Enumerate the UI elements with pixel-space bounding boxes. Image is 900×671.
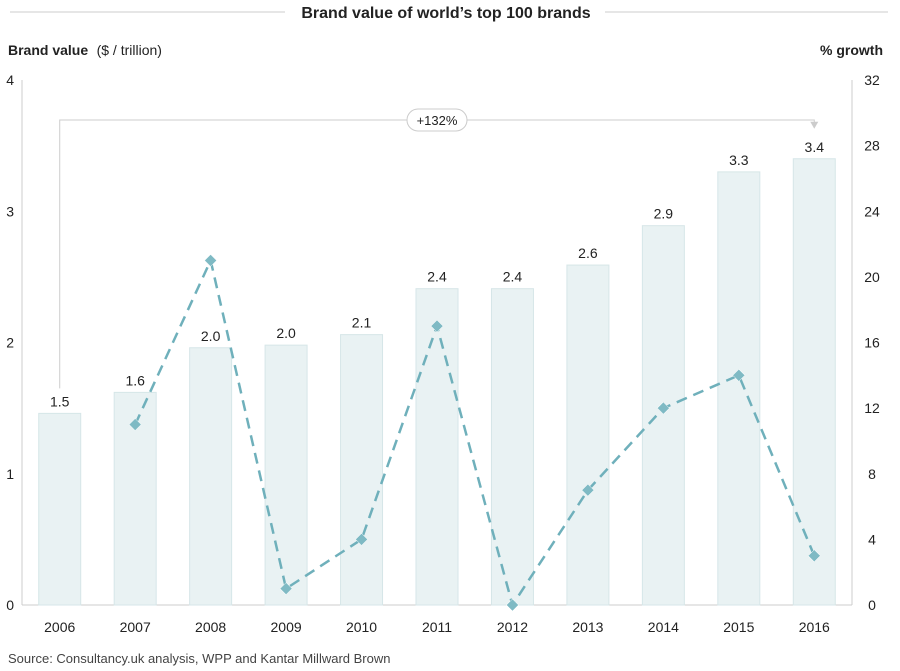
x-tick-label: 2009 [271,619,302,635]
x-tick-labels: 2006 2007 2008 2009 2010 2011 2012 2013 2014 2015… [44,619,830,635]
bar-label-2006: 1.5 [50,393,70,409]
right-tick-label: 16 [864,335,880,351]
right-axis-title: % growth [820,42,883,58]
bar-2006 [38,412,82,606]
growth-point-2012 [506,598,519,612]
x-tick-label: 2007 [120,619,151,635]
bar-2016 [792,158,836,606]
growth-point-2009 [279,582,293,595]
x-tick-label: 2012 [497,619,528,635]
left-axis-title-unit: ($ / trillion) [97,42,162,58]
left-tick-label: 1 [6,466,14,482]
bar-label-2008: 2.0 [201,328,221,344]
growth-point-2010 [355,533,368,546]
bar-data-labels: 1.5 1.6 2.0 2.0 2.1 2.4 2.4 2.6 2.9 3.3 3.4 [50,139,824,410]
growth-point-2016 [807,549,821,563]
growth-point-2013 [581,483,595,497]
x-tick-label: 2015 [723,619,754,635]
bar-label-2016: 3.4 [805,139,825,155]
bar-2013 [566,264,610,606]
bar-2012 [490,288,534,606]
left-axis-title: Brand value ($ / trillion) [8,42,162,59]
bar-label-2010: 2.1 [352,315,372,331]
bar-label-2007: 1.6 [125,372,145,388]
annotation-arrow-icon [810,121,819,129]
x-tick-label: 2010 [346,619,377,635]
left-axis-title-main: Brand value [8,42,88,58]
x-tick-label: 2011 [422,619,452,635]
bar-label-2009: 2.0 [276,325,296,341]
left-tick-labels: 0 1 2 3 4 [6,72,14,613]
bar-label-2011: 2.4 [427,269,447,285]
growth-point-2015 [732,368,746,382]
growth-point-2011 [430,319,444,333]
growth-point-2008 [204,254,217,267]
growth-point-2007 [128,418,142,431]
bar-2015 [717,171,761,606]
left-tick-label: 0 [6,597,14,613]
right-tick-label: 0 [868,597,876,613]
left-tick-label: 4 [6,72,14,88]
left-tick-label: 3 [6,203,14,219]
right-tick-label: 20 [864,269,880,285]
right-tick-label: 4 [868,531,876,547]
bar-2008 [189,347,233,606]
x-tick-label: 2016 [799,619,830,635]
bar-2014 [641,225,685,606]
growth-line [134,256,816,609]
x-tick-label: 2006 [44,619,75,635]
x-tick-label: 2013 [572,619,603,635]
bar-label-2015: 3.3 [729,152,749,168]
right-tick-label: 24 [864,203,880,219]
growth-point-2014 [657,401,670,415]
bar-2009 [264,344,308,606]
chart-title: Brand value of world’s top 100 brands [301,5,590,22]
bar-2011 [415,288,459,606]
bar-label-2012: 2.4 [503,269,523,285]
annotation-text: +132% [417,113,458,128]
left-tick-label: 2 [6,335,14,351]
growth-line-series [128,254,821,612]
right-tick-label: 8 [868,466,876,482]
right-tick-labels: 0 4 8 12 16 20 24 28 32 [864,72,880,613]
x-tick-label: 2008 [195,619,226,635]
growth-annotation: +132% [59,108,819,389]
annotation-pill [406,108,468,132]
bar-2010 [340,334,384,606]
bar-label-2014: 2.9 [654,206,674,222]
source-note: Source: Consultancy.uk analysis, WPP and… [8,651,390,666]
right-tick-label: 28 [864,138,880,154]
x-tick-label: 2014 [648,619,679,635]
right-tick-label: 12 [864,400,880,416]
bar-series [38,158,836,606]
bar-label-2013: 2.6 [578,245,598,261]
right-tick-label: 32 [864,72,880,88]
